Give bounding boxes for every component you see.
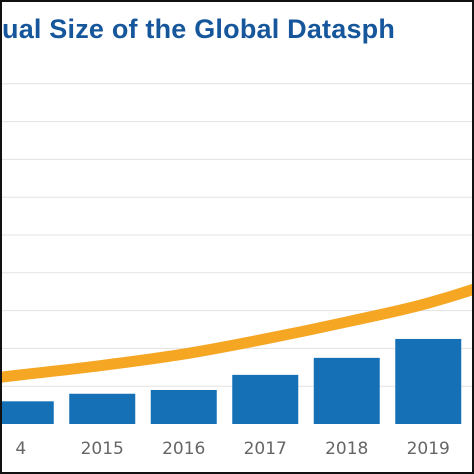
bar-series <box>2 338 462 424</box>
bar <box>69 393 136 424</box>
x-tick-label: 4 <box>15 439 26 459</box>
bar <box>313 357 380 424</box>
bar <box>232 374 299 424</box>
bar <box>2 401 54 424</box>
x-tick-label: 2019 <box>407 439 450 459</box>
trend-series <box>2 284 472 383</box>
x-tick-labels: 420152016201720182019202 <box>15 439 450 459</box>
chart-title: ual Size of the Global Datasph <box>2 14 396 44</box>
x-tick-label: 2018 <box>325 439 368 459</box>
x-tick-label: 2015 <box>81 439 124 459</box>
bar <box>395 338 462 424</box>
bar <box>150 389 217 424</box>
trend-line <box>2 284 472 383</box>
x-tick-label: 2016 <box>162 439 205 459</box>
x-tick-label: 2017 <box>244 439 287 459</box>
